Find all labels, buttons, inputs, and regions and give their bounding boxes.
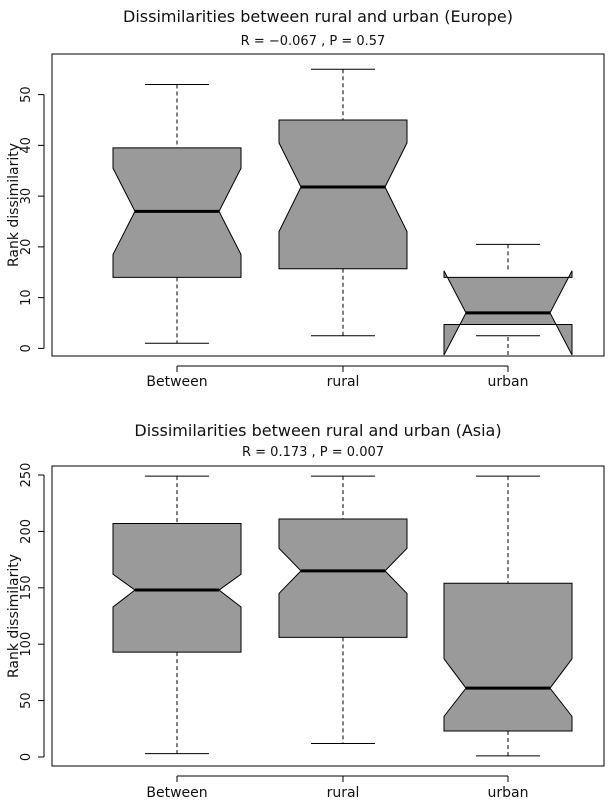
chart-subtitle: R = 0.173 , P = 0.007 bbox=[242, 445, 384, 460]
y-tick-label: 0 bbox=[19, 344, 34, 352]
chart-title: Dissimilarities between rural and urban … bbox=[134, 421, 501, 440]
y-tick-label: 10 bbox=[19, 289, 34, 306]
y-tick-label: 0 bbox=[19, 753, 34, 761]
chart-title: Dissimilarities between rural and urban … bbox=[123, 7, 513, 26]
y-axis-label: Rank dissimilarity bbox=[6, 143, 22, 267]
x-tick-label: Between bbox=[146, 785, 207, 801]
x-tick-label: rural bbox=[327, 374, 360, 390]
y-tick-label: 250 bbox=[19, 463, 34, 488]
box-between bbox=[113, 524, 241, 653]
y-tick-label: 50 bbox=[19, 692, 34, 709]
box-rural bbox=[279, 519, 407, 637]
y-axis-label: Rank dissimilarity bbox=[6, 554, 22, 678]
x-tick-label: urban bbox=[488, 374, 529, 390]
x-tick-label: urban bbox=[488, 785, 529, 801]
x-tick-label: Between bbox=[146, 374, 207, 390]
box-urban bbox=[444, 583, 572, 731]
chart-subtitle: R = −0.067 , P = 0.57 bbox=[241, 34, 386, 49]
chart-panel-1: Dissimilarities between rural and urban … bbox=[6, 7, 604, 390]
box-rural bbox=[279, 120, 407, 269]
x-tick-label: rural bbox=[327, 785, 360, 801]
chart-panel-2: Dissimilarities between rural and urban … bbox=[6, 421, 604, 801]
y-tick-label: 50 bbox=[19, 86, 34, 103]
y-tick-label: 200 bbox=[19, 519, 34, 544]
